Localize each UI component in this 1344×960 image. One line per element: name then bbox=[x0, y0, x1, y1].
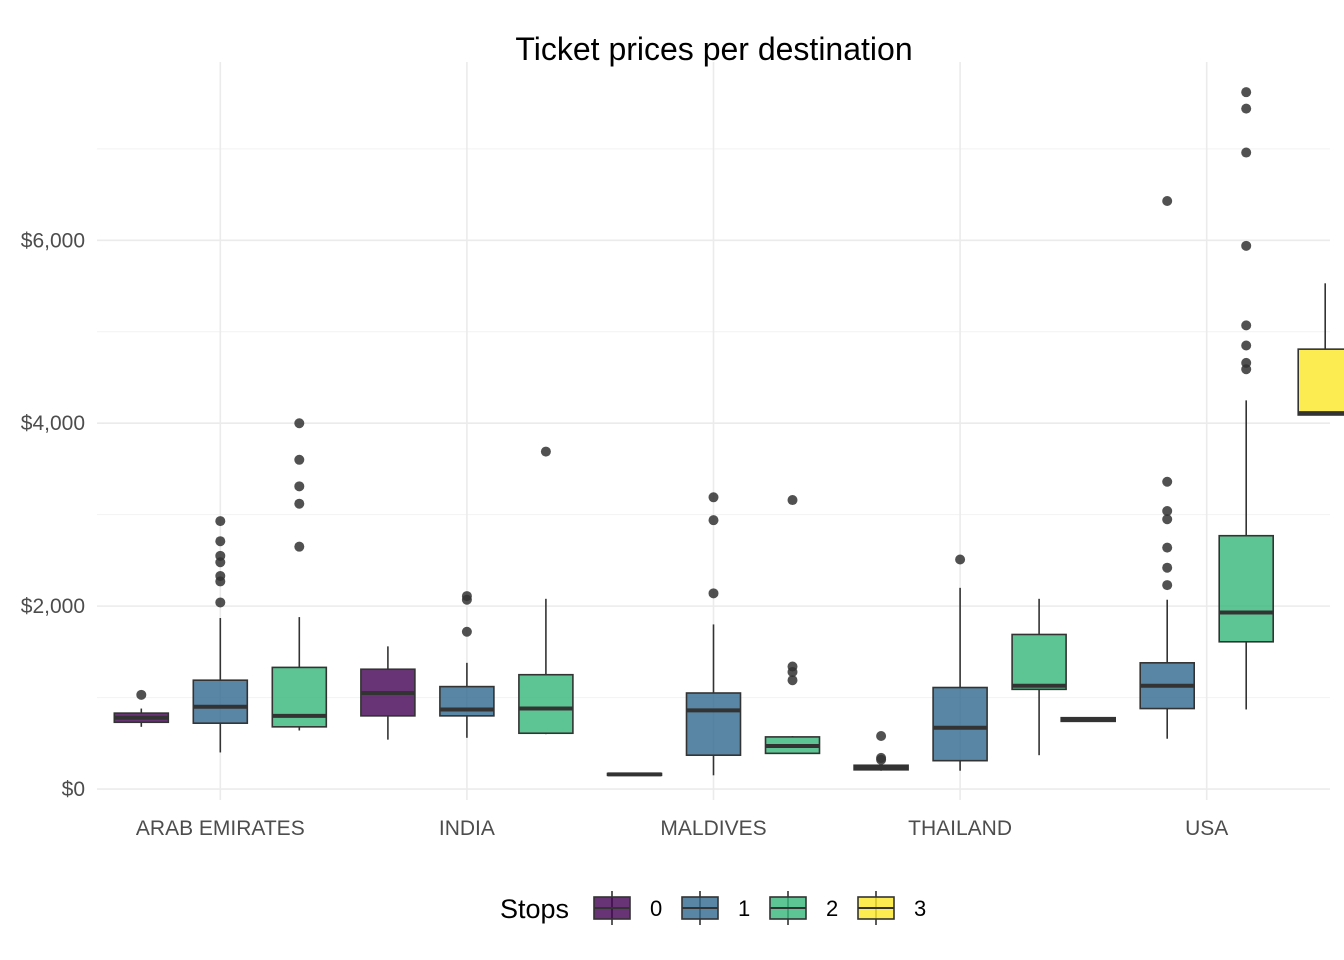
y-tick-label: $6,000 bbox=[21, 229, 85, 252]
outlier-point bbox=[1241, 340, 1252, 351]
box-plot bbox=[113, 689, 170, 727]
grid-lines bbox=[97, 62, 1330, 800]
outlier-point bbox=[215, 597, 226, 608]
box-group bbox=[113, 418, 328, 753]
box-plot bbox=[192, 516, 249, 753]
outlier-point bbox=[1241, 147, 1252, 158]
outlier-point bbox=[215, 570, 226, 581]
legend: Stops 0 1 2 3 bbox=[500, 891, 926, 925]
box-plot bbox=[932, 554, 988, 771]
outlier-point bbox=[215, 550, 226, 561]
outlier-point bbox=[787, 495, 798, 506]
outlier-point bbox=[787, 661, 798, 672]
box-group bbox=[360, 446, 574, 740]
legend-label: 1 bbox=[738, 896, 750, 921]
outlier-point bbox=[136, 689, 147, 700]
outlier-point bbox=[1241, 240, 1252, 251]
outlier-point bbox=[1162, 580, 1173, 591]
outlier-point bbox=[215, 536, 226, 547]
box-iqr bbox=[685, 692, 742, 756]
y-tick-label: $0 bbox=[62, 778, 85, 801]
outlier-point bbox=[708, 588, 719, 599]
outlier-point bbox=[461, 626, 472, 637]
box-groups bbox=[113, 87, 1344, 777]
legend-title: Stops bbox=[500, 894, 569, 924]
outlier-point bbox=[1162, 542, 1173, 553]
y-tick-label: $2,000 bbox=[21, 595, 85, 618]
outlier-point bbox=[787, 675, 798, 686]
legend-item: 1 bbox=[681, 891, 750, 925]
box-plot bbox=[1060, 716, 1116, 723]
box-group bbox=[853, 554, 1067, 771]
outlier-point bbox=[1162, 196, 1173, 207]
outlier-point bbox=[876, 730, 887, 741]
outlier-point bbox=[708, 515, 719, 526]
box-plot bbox=[764, 495, 821, 755]
legend-label: 2 bbox=[826, 896, 838, 921]
outlier-point bbox=[1162, 506, 1173, 517]
box-iqr bbox=[1297, 348, 1344, 416]
outlier-point bbox=[1241, 320, 1252, 331]
box-iqr bbox=[192, 679, 249, 724]
outlier-point bbox=[294, 498, 305, 509]
x-tick-label: THAILAND bbox=[908, 817, 1012, 840]
box-plot bbox=[271, 418, 328, 731]
x-tick-label: INDIA bbox=[439, 817, 495, 840]
x-tick-label: USA bbox=[1185, 817, 1228, 840]
box-iqr bbox=[1011, 633, 1067, 691]
outlier-point bbox=[294, 454, 305, 465]
box-plot bbox=[360, 646, 416, 740]
x-tick-label: ARAB EMIRATES bbox=[136, 817, 305, 840]
box-iqr bbox=[439, 685, 495, 717]
box-plot bbox=[606, 772, 663, 777]
x-axis: ARAB EMIRATES INDIA MALDIVES THAILAND USA bbox=[136, 817, 1228, 840]
y-axis: $0 $2,000 $4,000 $6,000 bbox=[21, 229, 85, 801]
box-plot bbox=[439, 591, 495, 738]
box-iqr bbox=[1218, 534, 1274, 643]
outlier-point bbox=[1162, 514, 1173, 525]
outlier-point bbox=[461, 591, 472, 602]
legend-item: 0 bbox=[593, 891, 662, 925]
box-plot bbox=[1011, 598, 1067, 756]
y-tick-label: $4,000 bbox=[21, 412, 85, 435]
outlier-point bbox=[294, 481, 305, 492]
box-plot bbox=[518, 446, 574, 735]
outlier-point bbox=[1241, 357, 1252, 368]
outlier-point bbox=[540, 446, 551, 457]
box-plot bbox=[1139, 196, 1195, 739]
outlier-point bbox=[876, 752, 887, 763]
legend-item: 2 bbox=[769, 891, 838, 925]
outlier-point bbox=[1241, 103, 1252, 114]
box-iqr bbox=[271, 666, 328, 728]
outlier-point bbox=[215, 516, 226, 527]
box-plot bbox=[685, 492, 742, 776]
legend-item: 3 bbox=[857, 891, 926, 925]
outlier-point bbox=[1162, 562, 1173, 573]
box-iqr bbox=[932, 686, 988, 762]
legend-label: 0 bbox=[650, 896, 662, 921]
outlier-point bbox=[294, 541, 305, 552]
box-group bbox=[606, 492, 821, 777]
box-plot bbox=[1297, 283, 1344, 416]
outlier-point bbox=[1241, 87, 1252, 98]
chart-title: Ticket prices per destination bbox=[515, 31, 912, 67]
box-plot bbox=[1218, 87, 1274, 710]
outlier-point bbox=[1162, 476, 1173, 487]
outlier-point bbox=[708, 492, 719, 503]
box-plot bbox=[853, 730, 909, 771]
outlier-point bbox=[294, 418, 305, 429]
box-iqr bbox=[518, 673, 574, 735]
box-group bbox=[1060, 87, 1344, 739]
outlier-point bbox=[955, 554, 966, 565]
legend-label: 3 bbox=[914, 896, 926, 921]
x-tick-label: MALDIVES bbox=[660, 817, 766, 840]
